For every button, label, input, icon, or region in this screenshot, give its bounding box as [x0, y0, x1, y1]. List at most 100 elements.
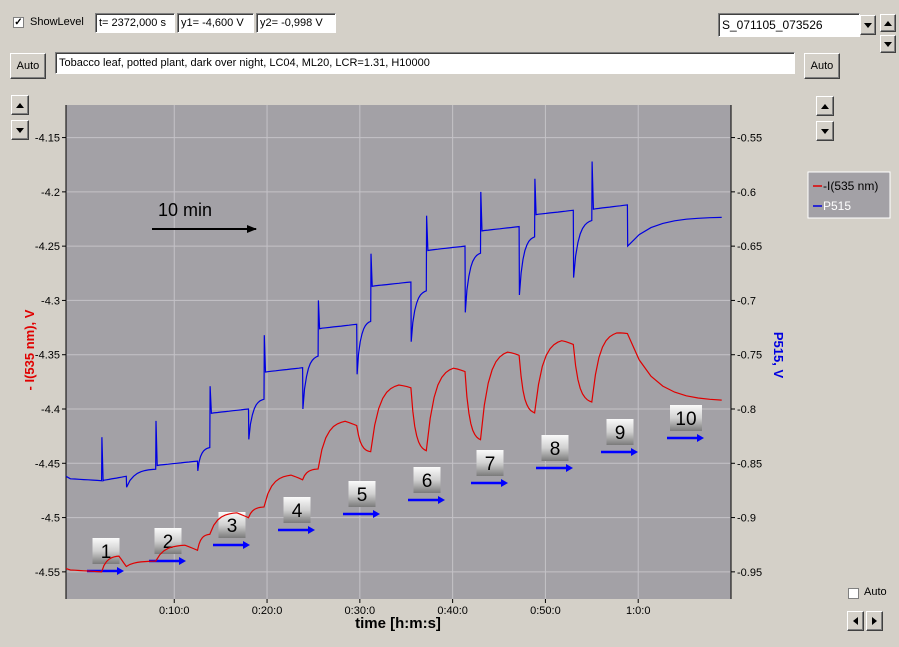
x-tick-label: 0:50:0 [530, 605, 561, 617]
marker-box [670, 405, 702, 431]
y-axis-label-left: - I(535 nm), V [22, 309, 37, 390]
grid [66, 105, 731, 599]
series-blue-line [65, 161, 722, 488]
marker-arrow-head [438, 496, 445, 504]
marker-box [283, 497, 311, 523]
y-tick-label-right: -0.6 [737, 187, 756, 199]
scroll-right-button[interactable] [866, 611, 883, 631]
y-tick-label-right: -0.65 [737, 241, 762, 253]
auto-checkbox[interactable] [848, 588, 859, 599]
annotation-label: 10 min [158, 200, 212, 220]
marker-label: 8 [550, 439, 561, 460]
checkmark-icon: ✓ [14, 17, 23, 28]
x-tick-label: 0:20:0 [252, 605, 283, 617]
legend-box [807, 171, 891, 219]
y-tick-label-left: -4.25 [35, 241, 60, 253]
scroll-left-button[interactable] [847, 611, 864, 631]
y-tick-label-left: -4.2 [41, 187, 60, 199]
marker-label: 1 [101, 542, 112, 563]
marker-arrow-head [179, 557, 186, 565]
marker-box [92, 538, 120, 564]
marker-arrow-head [631, 448, 638, 456]
marker-arrow-head [373, 510, 380, 518]
arrow-up-icon [884, 20, 892, 26]
y-axis-label-right: P515, V [771, 332, 786, 379]
auto-checkbox-label: Auto [864, 586, 887, 598]
series-red-line [65, 332, 722, 573]
arrow-down-icon [821, 128, 829, 134]
chevron-down-icon [864, 22, 872, 28]
auto-left-button[interactable]: Auto [10, 53, 46, 79]
marker-label: 9 [615, 423, 626, 444]
show-level-label: ShowLevel [30, 16, 84, 28]
marker-arrow-head [117, 567, 124, 575]
dataset-dropdown-button[interactable] [860, 15, 876, 35]
y-tick-label-right: -0.75 [737, 350, 762, 362]
y-tick-label-right: -0.85 [737, 458, 762, 470]
plot-area[interactable] [66, 105, 731, 599]
y-tick-label-left: -4.4 [41, 404, 60, 416]
y-ticks-left: -4.15 -4.2 -4.25 -4.3 -4.35 -4.4 -4.45 -4.5 -4.5… [35, 133, 66, 579]
dataset-select-value: S_071105_073526 [722, 18, 823, 32]
auto-right-button[interactable]: Auto [804, 53, 840, 79]
marker-arrow-head [243, 541, 250, 549]
marker-label: 6 [422, 471, 433, 492]
marker-label: 5 [357, 485, 368, 506]
marker-arrow-head [697, 434, 704, 442]
x-ticks: 0:10:0 0:20:0 0:30:0 0:40:0 0:50:0 1:0:0 [159, 599, 650, 617]
top-scroll-up-button[interactable] [880, 14, 896, 32]
y-tick-label-right: -0.55 [737, 133, 762, 145]
left-axis-up-button[interactable] [11, 95, 29, 115]
y-tick-label-right: -0.95 [737, 567, 762, 579]
x-tick-label: 1:0:0 [626, 605, 650, 617]
y-tick-label-left: -4.55 [35, 567, 60, 579]
right-axis-up-button[interactable] [816, 96, 834, 116]
marker-label: 3 [227, 516, 238, 537]
y-tick-label-left: -4.15 [35, 133, 60, 145]
marker-label: 4 [292, 501, 303, 522]
left-axis-down-button[interactable] [11, 120, 29, 140]
dataset-select[interactable]: S_071105_073526 [718, 13, 860, 37]
y-tick-label-left: -4.5 [41, 513, 60, 525]
marker-label: 7 [485, 454, 496, 475]
y-tick-label-right: -0.8 [737, 404, 756, 416]
marker-box [541, 435, 569, 461]
marker-box [476, 450, 504, 476]
marker-arrow-head [566, 464, 573, 472]
marker-box [606, 419, 634, 445]
y-tick-label-left: -4.3 [41, 295, 60, 307]
marker-arrow-head [308, 526, 315, 534]
marker-box [413, 467, 441, 493]
marker-label: 10 [675, 409, 696, 430]
x-axis-label: time [h:m:s] [355, 615, 441, 632]
time-readout: t= 2372,000 s [95, 13, 175, 33]
x-tick-label: 0:30:0 [345, 605, 376, 617]
legend-item-blue: P515 [823, 199, 851, 213]
y1-readout: y1= -4,600 V [177, 13, 254, 33]
x-tick-label: 0:40:0 [437, 605, 468, 617]
description-field[interactable]: Tobacco leaf, potted plant, dark over ni… [55, 52, 795, 74]
top-scroll-down-button[interactable] [880, 35, 896, 53]
legend-item-red: -I(535 nm) [823, 179, 878, 193]
y2-readout: y2= -0,998 V [256, 13, 336, 33]
y-tick-label-right: -0.9 [737, 513, 756, 525]
y-ticks-right: -0.55 -0.6 -0.65 -0.7 -0.75 -0.8 -0.85 -0.9 -0.9… [731, 133, 762, 579]
marker-arrow-head [501, 479, 508, 487]
right-axis-down-button[interactable] [816, 121, 834, 141]
arrow-right-icon [872, 617, 877, 625]
y-tick-label-right: -0.7 [737, 295, 756, 307]
arrow-up-icon [16, 102, 24, 108]
y-tick-label-left: -4.35 [35, 350, 60, 362]
arrow-left-icon [853, 617, 858, 625]
y-tick-label-left: -4.45 [35, 458, 60, 470]
marker-label: 2 [163, 532, 174, 553]
marker-box [348, 481, 376, 507]
x-tick-label: 0:10:0 [159, 605, 190, 617]
arrow-down-icon [16, 127, 24, 133]
marker-box [154, 528, 182, 554]
show-level-checkbox[interactable]: ✓ [13, 17, 24, 28]
arrow-down-icon [884, 41, 892, 47]
light-markers: 1 2 3 4 5 6 7 8 9 10 [87, 405, 704, 575]
arrow-up-icon [821, 103, 829, 109]
